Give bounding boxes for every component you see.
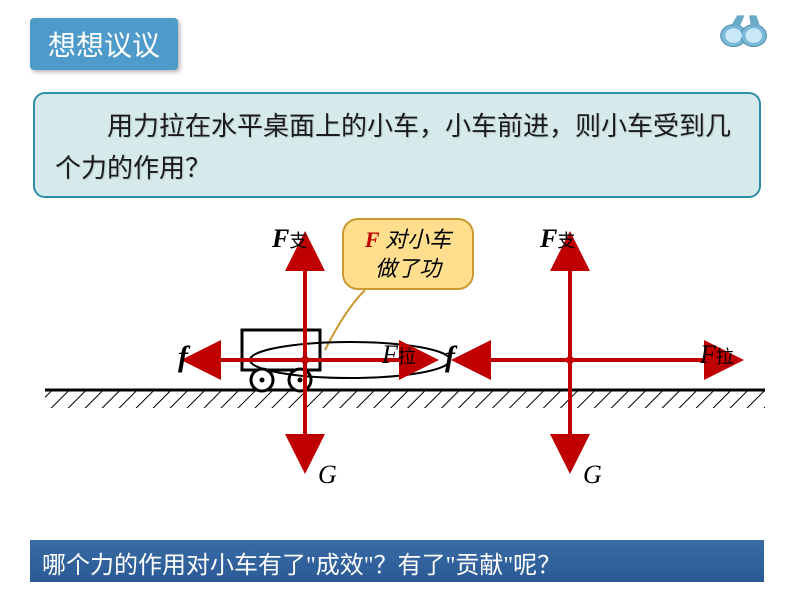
label-G-2: G: [583, 460, 602, 490]
header-title: 想想议议: [48, 30, 160, 61]
ground-hatch: [45, 390, 765, 408]
question-box: 用力拉在水平桌面上的小车，小车前进，则小车受到几个力的作用？: [33, 92, 761, 198]
footer-box: 哪个力的作用对小车有了"成效"？有了"贡献"呢？: [30, 540, 764, 582]
label-Fsupport-1: F支: [272, 224, 307, 254]
label-f-2: f: [445, 340, 455, 374]
question-text: 用力拉在水平桌面上的小车，小车前进，则小车受到几个力的作用？: [55, 112, 731, 183]
callout-bubble: F 对小车 做了功: [342, 218, 474, 290]
callout-l1: 对小车: [380, 227, 452, 252]
label-G-1: G: [318, 460, 337, 490]
callout-force: F: [365, 227, 380, 252]
binoculars-icon: [717, 6, 772, 56]
callout-tail: [325, 290, 365, 350]
callout-l2: 做了功: [375, 256, 441, 281]
header-box: 想想议议: [30, 18, 178, 70]
label-f-1: f: [178, 340, 188, 374]
label-Fsupport-2: F支: [540, 224, 575, 254]
footer-text: 哪个力的作用对小车有了"成效"？有了"贡献"呢？: [42, 553, 561, 579]
force-set-2: [455, 235, 740, 470]
label-Fpull-2: F拉: [700, 340, 734, 370]
label-Fpull-1: F拉: [382, 340, 416, 370]
